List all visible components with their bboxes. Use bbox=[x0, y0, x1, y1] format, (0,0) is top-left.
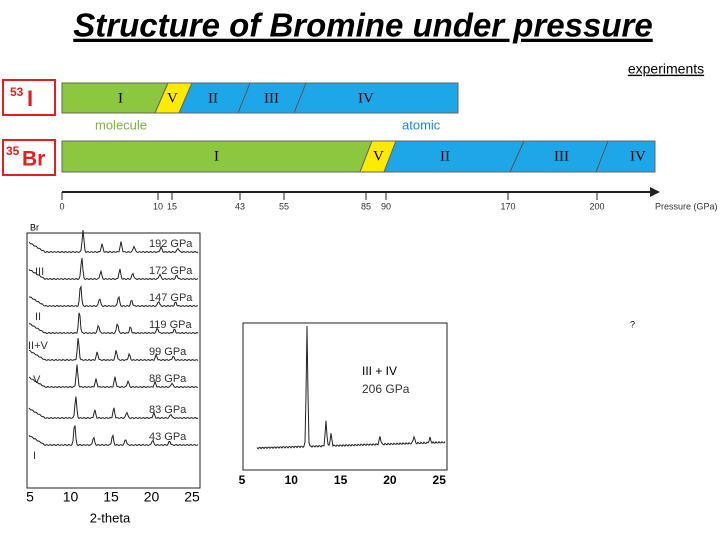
panel-frame bbox=[242, 322, 448, 471]
arrow bbox=[650, 187, 660, 197]
phase: II bbox=[35, 311, 41, 323]
phase-region bbox=[383, 140, 656, 173]
divider bbox=[237, 82, 251, 114]
note: molecule bbox=[95, 117, 147, 132]
pressure: 99 GPa bbox=[149, 346, 187, 358]
phase: IV bbox=[358, 90, 374, 106]
trace bbox=[28, 425, 199, 447]
label-box bbox=[2, 139, 56, 176]
tick-label: 25 bbox=[184, 489, 200, 505]
trace bbox=[28, 257, 199, 281]
trace bbox=[28, 396, 199, 420]
phase: V bbox=[373, 148, 384, 164]
axis-ticks: 0 10 15 43 55 85 90 170 200 bbox=[59, 192, 605, 211]
phase: III bbox=[554, 148, 569, 164]
question: ? bbox=[630, 319, 635, 329]
phase: III bbox=[264, 90, 279, 106]
element: I bbox=[27, 86, 33, 111]
panel-frame bbox=[26, 232, 201, 489]
tick-label: 15 bbox=[334, 473, 348, 487]
phase: III bbox=[35, 266, 44, 278]
mass-number: 53 bbox=[10, 85, 24, 99]
divider bbox=[509, 140, 525, 173]
pressure: 206 GPa bbox=[362, 382, 410, 396]
pressure: 43 GPa bbox=[149, 431, 187, 443]
tick-label: 170 bbox=[500, 201, 515, 211]
tick-label: 10 bbox=[285, 473, 299, 487]
divider bbox=[293, 82, 307, 114]
axis-label: 2-theta bbox=[90, 510, 131, 525]
tick-label: 10 bbox=[63, 489, 79, 505]
pressure: 119 GPa bbox=[149, 319, 192, 331]
divider bbox=[595, 140, 609, 173]
phase: II bbox=[208, 90, 218, 106]
pressure: 147 GPa bbox=[149, 292, 193, 304]
phase: III + IV bbox=[362, 364, 397, 378]
trace bbox=[28, 312, 199, 335]
tick-label: 55 bbox=[279, 201, 289, 211]
axis-label: Pressure (GPa) bbox=[655, 201, 718, 211]
sample: Br bbox=[30, 222, 39, 232]
label-box bbox=[2, 79, 56, 116]
patterns bbox=[28, 230, 199, 447]
phase: V bbox=[33, 374, 41, 386]
pressure: 88 GPa bbox=[149, 373, 187, 385]
element: Br bbox=[22, 148, 45, 171]
pressure: 172 GPa bbox=[149, 265, 193, 277]
trace bbox=[28, 364, 199, 389]
tick-label: 0 bbox=[59, 201, 64, 211]
phase-region bbox=[61, 82, 169, 114]
tick-label: 85 bbox=[361, 201, 371, 211]
trace bbox=[28, 284, 198, 308]
phase: I bbox=[33, 450, 36, 462]
phase: II+V bbox=[28, 340, 49, 352]
phase: V bbox=[167, 90, 178, 106]
pressure-labels: 192 GPa 172 GPa 147 GPa 119 GPa 99 GPa 88 GPa… bbox=[149, 238, 193, 443]
phase-region bbox=[178, 82, 459, 114]
link[interactable]: experiments bbox=[628, 61, 704, 77]
tick-label: 5 bbox=[26, 489, 34, 505]
mass-number: 35 bbox=[6, 144, 20, 158]
trace bbox=[29, 338, 199, 362]
phase: I bbox=[214, 148, 219, 164]
pattern bbox=[256, 325, 446, 450]
phase: IV bbox=[630, 148, 646, 164]
x-ticks: 5 10 15 20 25 bbox=[26, 489, 200, 505]
tick-label: 10 bbox=[153, 201, 163, 211]
tick-label: 5 bbox=[239, 473, 246, 487]
trace bbox=[28, 230, 199, 254]
pressure: 83 GPa bbox=[149, 404, 187, 416]
tick-label: 15 bbox=[103, 489, 119, 505]
tick-label: 25 bbox=[433, 473, 447, 487]
tick-label: 15 bbox=[167, 201, 177, 211]
tick-label: 90 bbox=[381, 201, 391, 211]
note: atomic bbox=[402, 117, 441, 132]
phase: II bbox=[440, 148, 450, 164]
tick-label: 200 bbox=[589, 201, 604, 211]
x-ticks: 5 10 15 20 25 bbox=[239, 473, 447, 487]
pressure: 192 GPa bbox=[149, 238, 193, 250]
phase: I bbox=[118, 90, 123, 106]
title: Structure of Bromine under pressure bbox=[73, 7, 652, 44]
tick-label: 43 bbox=[235, 201, 245, 211]
tick-label: 20 bbox=[383, 473, 397, 487]
tick-label: 20 bbox=[144, 489, 160, 505]
